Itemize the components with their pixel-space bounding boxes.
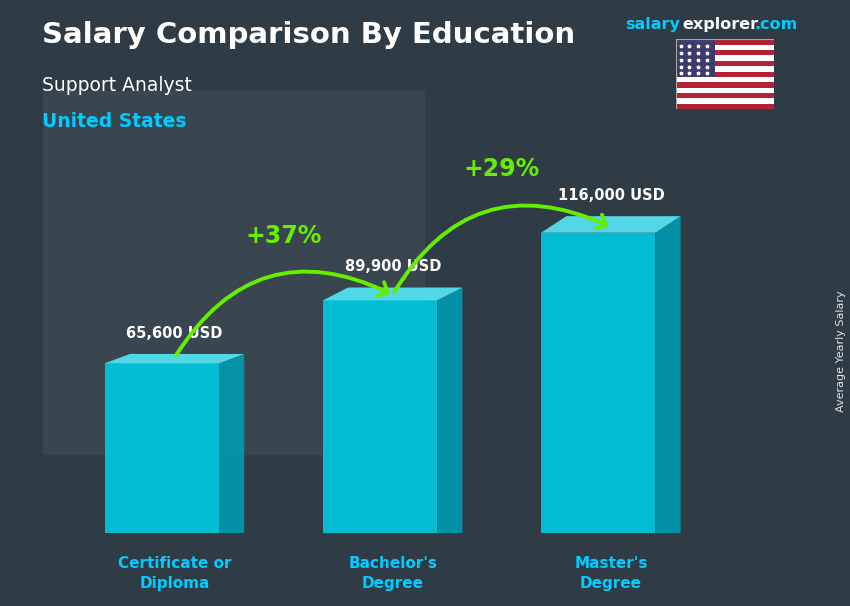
Bar <box>676 56 774 61</box>
Polygon shape <box>437 287 462 533</box>
Text: explorer: explorer <box>683 17 759 32</box>
Bar <box>676 66 774 72</box>
Bar <box>676 82 774 88</box>
Text: Master's
Degree: Master's Degree <box>574 556 648 591</box>
Bar <box>676 61 774 66</box>
Text: +37%: +37% <box>246 224 322 248</box>
Bar <box>676 88 774 93</box>
Bar <box>676 45 774 50</box>
Text: Certificate or
Diploma: Certificate or Diploma <box>118 556 231 591</box>
Polygon shape <box>323 287 462 301</box>
Polygon shape <box>105 364 219 533</box>
Text: 116,000 USD: 116,000 USD <box>558 188 664 203</box>
Text: salary: salary <box>625 17 680 32</box>
Text: Support Analyst: Support Analyst <box>42 76 192 95</box>
Bar <box>676 50 774 56</box>
Bar <box>676 72 774 77</box>
Bar <box>676 77 774 82</box>
Polygon shape <box>655 216 681 533</box>
Text: United States: United States <box>42 112 187 131</box>
Polygon shape <box>219 354 244 533</box>
Bar <box>676 39 774 45</box>
Bar <box>676 93 774 98</box>
Text: .com: .com <box>755 17 798 32</box>
Text: Average Yearly Salary: Average Yearly Salary <box>836 291 846 412</box>
Text: +29%: +29% <box>463 157 540 181</box>
Bar <box>676 104 774 109</box>
Bar <box>42 91 425 454</box>
Polygon shape <box>541 233 655 533</box>
Bar <box>676 39 715 77</box>
Text: Bachelor's
Degree: Bachelor's Degree <box>348 556 437 591</box>
Polygon shape <box>105 354 244 364</box>
Polygon shape <box>541 216 681 233</box>
Polygon shape <box>323 301 437 533</box>
Text: 65,600 USD: 65,600 USD <box>127 326 223 341</box>
Bar <box>676 98 774 104</box>
Text: 89,900 USD: 89,900 USD <box>344 259 441 275</box>
Text: Salary Comparison By Education: Salary Comparison By Education <box>42 21 575 49</box>
